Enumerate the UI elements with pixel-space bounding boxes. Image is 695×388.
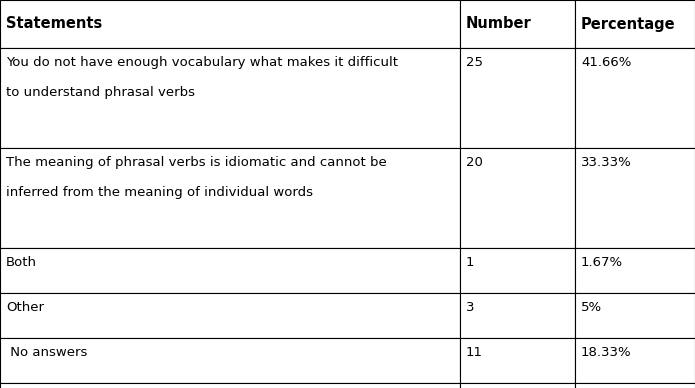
Bar [575,248,695,293]
Bar [0,338,460,383]
Text: 18.33%: 18.33% [581,346,632,359]
Bar [575,338,695,383]
Text: Number: Number [466,17,532,31]
Bar [0,293,460,338]
Bar [575,383,695,388]
Bar [0,48,460,148]
Text: Both: Both [6,256,37,269]
Text: 3: 3 [466,301,475,314]
Text: You do not have enough vocabulary what makes it difficult

to understand phrasal: You do not have enough vocabulary what m… [6,56,398,99]
Bar [0,383,460,388]
Text: 41.66%: 41.66% [581,56,631,69]
Text: 1.67%: 1.67% [581,256,623,269]
Text: 5%: 5% [581,301,602,314]
Text: The meaning of phrasal verbs is idiomatic and cannot be

inferred from the meani: The meaning of phrasal verbs is idiomati… [6,156,386,199]
Bar [460,248,575,293]
Bar [575,293,695,338]
Text: Other: Other [6,301,44,314]
Bar [0,0,460,48]
Bar [460,338,575,383]
Bar [460,383,575,388]
Bar [0,148,460,248]
Bar [575,48,695,148]
Bar [0,248,460,293]
Bar [460,293,575,338]
Text: No answers: No answers [6,346,88,359]
Bar [460,48,575,148]
Bar [460,0,575,48]
Bar [575,148,695,248]
Text: Statements: Statements [6,17,102,31]
Text: 33.33%: 33.33% [581,156,632,169]
Text: 20: 20 [466,156,483,169]
Bar [575,0,695,48]
Text: 11: 11 [466,346,483,359]
Text: Percentage: Percentage [581,17,676,31]
Bar [460,148,575,248]
Text: 1: 1 [466,256,475,269]
Text: 25: 25 [466,56,483,69]
